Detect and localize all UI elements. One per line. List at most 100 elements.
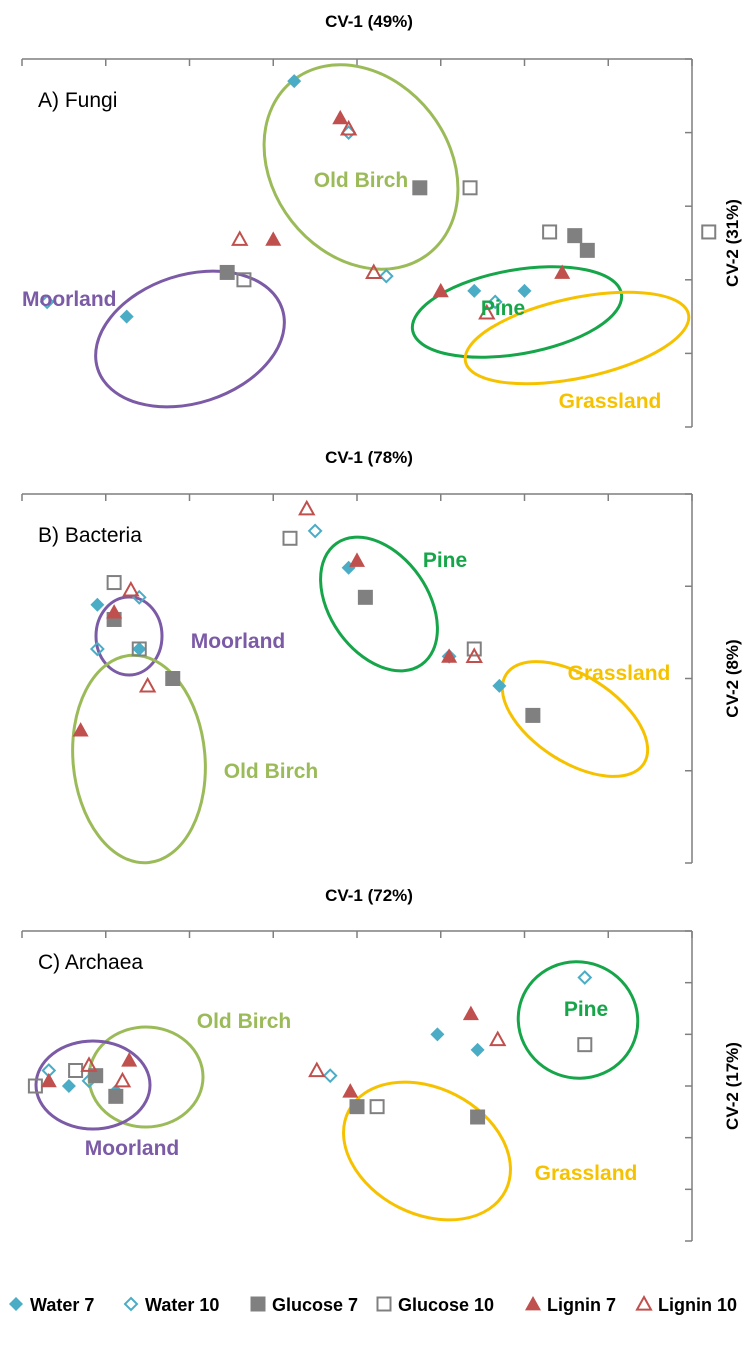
point-glucose-10: [466, 641, 482, 657]
point-lignin-10: [231, 230, 249, 246]
group-label-pine: Pine: [564, 998, 608, 1021]
point-glucose-10: [542, 224, 558, 240]
y-axis-title: CV-2 (8%): [723, 639, 742, 717]
point-water-7: [61, 1079, 76, 1093]
group-label-grassland: Grassland: [535, 1162, 638, 1185]
point-glucose-7: [412, 180, 428, 196]
point-water-10: [39, 294, 55, 310]
point-water-7: [492, 678, 507, 693]
point-lignin-10: [339, 119, 358, 136]
group-label-old-birch: Old Birch: [224, 760, 319, 783]
legend-marker-square: [376, 1296, 392, 1312]
point-water-7: [470, 1042, 485, 1057]
point-lignin-7: [462, 1005, 479, 1021]
group-label-moorland: Moorland: [191, 630, 286, 653]
group-ellipse-moorland: [94, 269, 286, 409]
legend-label: Lignin 7: [547, 1295, 616, 1315]
point-lignin-7: [342, 1083, 359, 1098]
point-water-10: [577, 970, 593, 985]
point-water-7: [467, 283, 482, 298]
y-axis-title: CV-2 (17%): [723, 1042, 742, 1130]
point-glucose-10: [282, 530, 298, 546]
point-lignin-7: [265, 231, 282, 246]
point-lignin-7: [441, 648, 458, 663]
group-label-moorland: Moorland: [85, 1137, 180, 1160]
panel-3: CV-1 (72%) CV-2 (17%) C) Archaea Old Birch M…: [21, 886, 742, 1242]
legend-marker-square: [250, 1296, 266, 1312]
panel-title: A) Fungi: [38, 89, 117, 112]
group-ellipse-grassland: [500, 660, 650, 778]
point-glucose-10: [236, 272, 252, 288]
group-ellipse-grassland: [342, 1080, 512, 1222]
point-lignin-10: [489, 1030, 507, 1047]
point-glucose-7: [108, 1088, 124, 1104]
point-lignin-10: [478, 303, 496, 320]
point-glucose-10: [462, 180, 478, 196]
x-axis-title: CV-1 (49%): [325, 12, 413, 31]
point-lignin-7: [106, 604, 123, 619]
point-glucose-7: [579, 242, 595, 258]
legend-item: Glucose 10: [376, 1295, 494, 1315]
point-water-7: [287, 74, 302, 89]
point-glucose-7: [470, 1109, 486, 1125]
panel-1: CV-1 (49%) CV-2 (31%) A) Fungi Old Birch Moo…: [21, 12, 742, 428]
point-lignin-10: [308, 1061, 326, 1078]
y-axis-title: CV-2 (31%): [723, 199, 742, 287]
legend-label: Glucose 7: [272, 1295, 358, 1315]
group-ellipse-pine: [516, 960, 640, 1080]
group-ellipse-grassland: [463, 290, 691, 386]
point-lignin-10: [113, 1071, 132, 1088]
point-water-7: [430, 1027, 445, 1042]
panel-title: C) Archaea: [38, 951, 143, 974]
point-water-10: [487, 294, 503, 310]
legend-label: Water 7: [30, 1295, 94, 1315]
group-label-grassland: Grassland: [568, 662, 671, 685]
group-label-pine: Pine: [481, 297, 525, 320]
legend-label: Lignin 10: [658, 1295, 737, 1315]
point-water-7: [119, 309, 134, 324]
x-axis-title: CV-1 (78%): [325, 448, 413, 467]
group-ellipse-old-birch: [262, 63, 460, 271]
point-glucose-10: [701, 224, 717, 240]
group-label-moorland: Moorland: [22, 288, 117, 311]
point-water-10: [378, 268, 394, 284]
group-ellipse-moorland: [94, 595, 164, 677]
point-water-10: [89, 641, 105, 657]
legend-marker-diamond: [123, 1296, 139, 1312]
point-water-7: [517, 283, 532, 298]
point-lignin-7: [72, 722, 89, 737]
panel-title: B) Bacteria: [38, 524, 142, 547]
point-glucose-10: [68, 1063, 84, 1078]
group-label-old-birch: Old Birch: [197, 1010, 292, 1033]
group-label-pine: Pine: [423, 549, 467, 572]
legend-marker-triangle: [635, 1294, 653, 1311]
point-lignin-7: [332, 109, 349, 125]
legend-label: Water 10: [145, 1295, 219, 1315]
point-water-7: [90, 597, 105, 612]
legend-item: Water 7: [9, 1295, 94, 1315]
group-label-old-birch: Old Birch: [314, 169, 409, 192]
point-glucose-10: [577, 1037, 593, 1053]
group-ellipse-moorland: [34, 1039, 152, 1131]
point-glucose-10: [369, 1099, 385, 1115]
point-lignin-7: [349, 552, 365, 567]
point-glucose-10: [131, 641, 147, 657]
group-label-grassland: Grassland: [559, 390, 662, 413]
point-glucose-7: [349, 1099, 365, 1115]
point-lignin-10: [365, 263, 383, 280]
legend-item: Water 10: [123, 1295, 219, 1315]
legend-item: Lignin 10: [635, 1294, 737, 1315]
group-ellipse-pine: [319, 535, 439, 673]
point-glucose-7: [357, 589, 373, 605]
point-glucose-10: [106, 575, 122, 591]
point-glucose-7: [567, 228, 583, 244]
panel-2: CV-1 (78%) CV-2 (8%) B) Bacteria Moorland Ol…: [21, 448, 742, 865]
point-lignin-10: [138, 676, 157, 693]
point-lignin-7: [121, 1052, 138, 1067]
legend-marker-diamond: [9, 1297, 23, 1311]
point-lignin-10: [298, 499, 316, 516]
point-glucose-7: [165, 671, 181, 686]
point-lignin-7: [554, 264, 571, 279]
legend-marker-triangle: [525, 1296, 541, 1311]
